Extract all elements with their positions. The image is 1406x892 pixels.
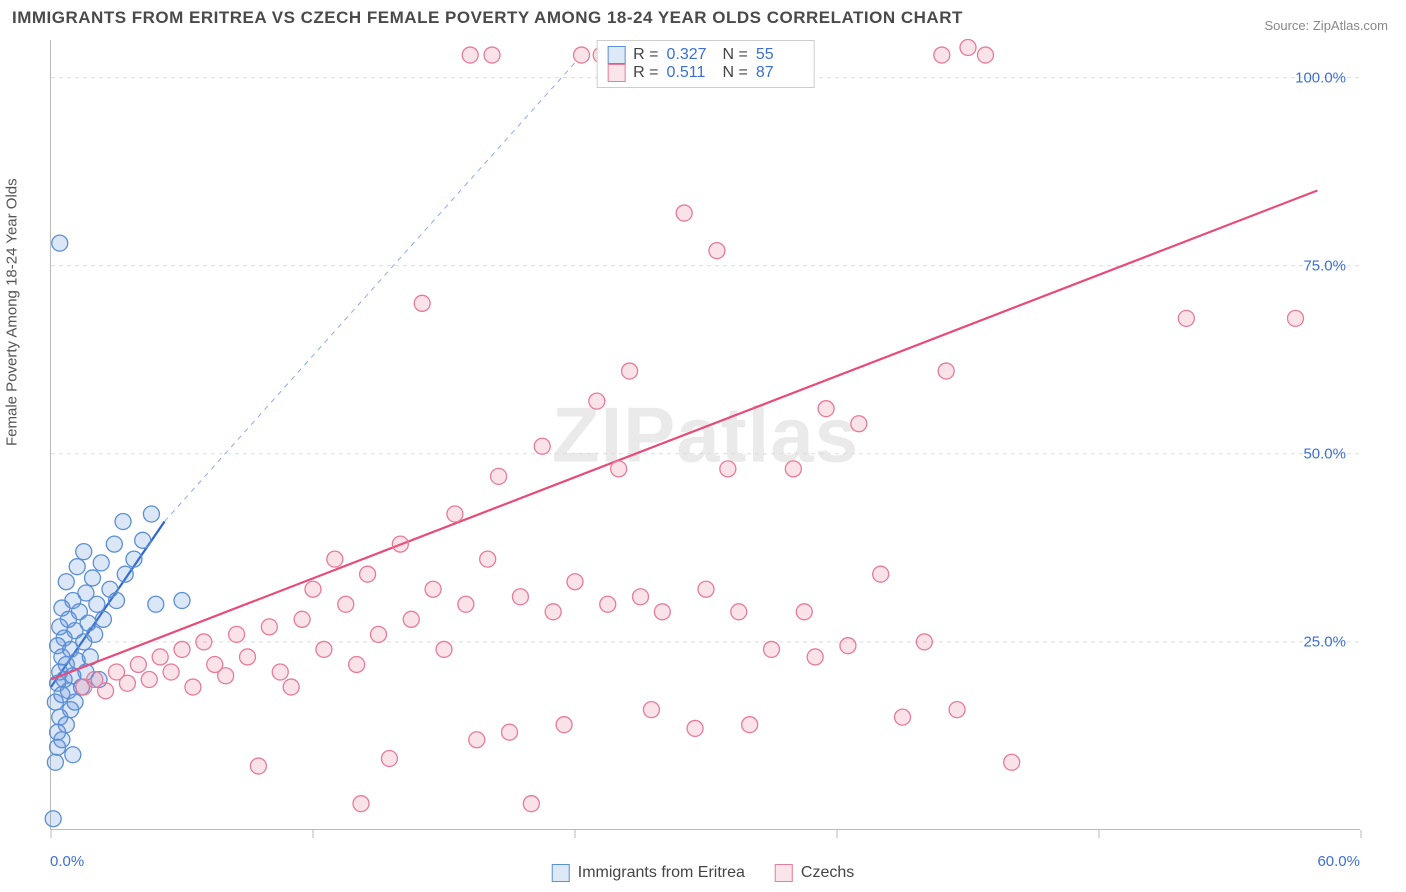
source-attribution: Source: ZipAtlas.com <box>1264 18 1388 33</box>
stat-n-value: 55 <box>756 46 804 64</box>
stat-n-label: N = <box>723 64 748 82</box>
legend-stats-box: R = 0.327 N = 55 R = 0.511 N = 87 <box>596 40 815 88</box>
legend-item-czechs: Czechs <box>775 864 854 882</box>
legend-label-czechs: Czechs <box>801 864 854 882</box>
stat-r-value: 0.511 <box>667 64 715 82</box>
legend-stat-row: R = 0.511 N = 87 <box>607 64 804 82</box>
y-tick-100: 100.0% <box>1295 69 1346 86</box>
chart-svg <box>51 40 1360 829</box>
legend-swatch-czechs <box>775 864 793 882</box>
x-tick-0: 0.0% <box>50 853 84 870</box>
x-tick-60: 60.0% <box>1317 853 1360 870</box>
legend-item-eritrea: Immigrants from Eritrea <box>552 864 745 882</box>
stat-r-label: R = <box>633 46 658 64</box>
plot-area: ZIPatlas R =0.327N =55R =0.511N =87 25.0… <box>50 40 1360 830</box>
y-tick-75: 75.0% <box>1303 257 1346 274</box>
legend-stat-row: R = 0.327 N = 55 <box>607 46 804 64</box>
legend-swatch-icon <box>607 64 625 82</box>
stat-r-label: R = <box>633 64 658 82</box>
legend-label-eritrea: Immigrants from Eritrea <box>578 864 745 882</box>
legend-swatch-icon <box>607 46 625 64</box>
y-tick-50: 50.0% <box>1303 445 1346 462</box>
legend-bottom: Immigrants from Eritrea Czechs <box>552 864 855 882</box>
legend-swatch-eritrea <box>552 864 570 882</box>
source-prefix: Source: <box>1264 18 1312 33</box>
y-tick-25: 25.0% <box>1303 633 1346 650</box>
stat-n-value: 87 <box>756 64 804 82</box>
stat-n-label: N = <box>723 46 748 64</box>
chart-title: IMMIGRANTS FROM ERITREA VS CZECH FEMALE … <box>12 8 963 28</box>
stat-r-value: 0.327 <box>667 46 715 64</box>
source-name: ZipAtlas.com <box>1313 18 1388 33</box>
y-axis-label: Female Poverty Among 18-24 Year Olds <box>4 178 21 446</box>
